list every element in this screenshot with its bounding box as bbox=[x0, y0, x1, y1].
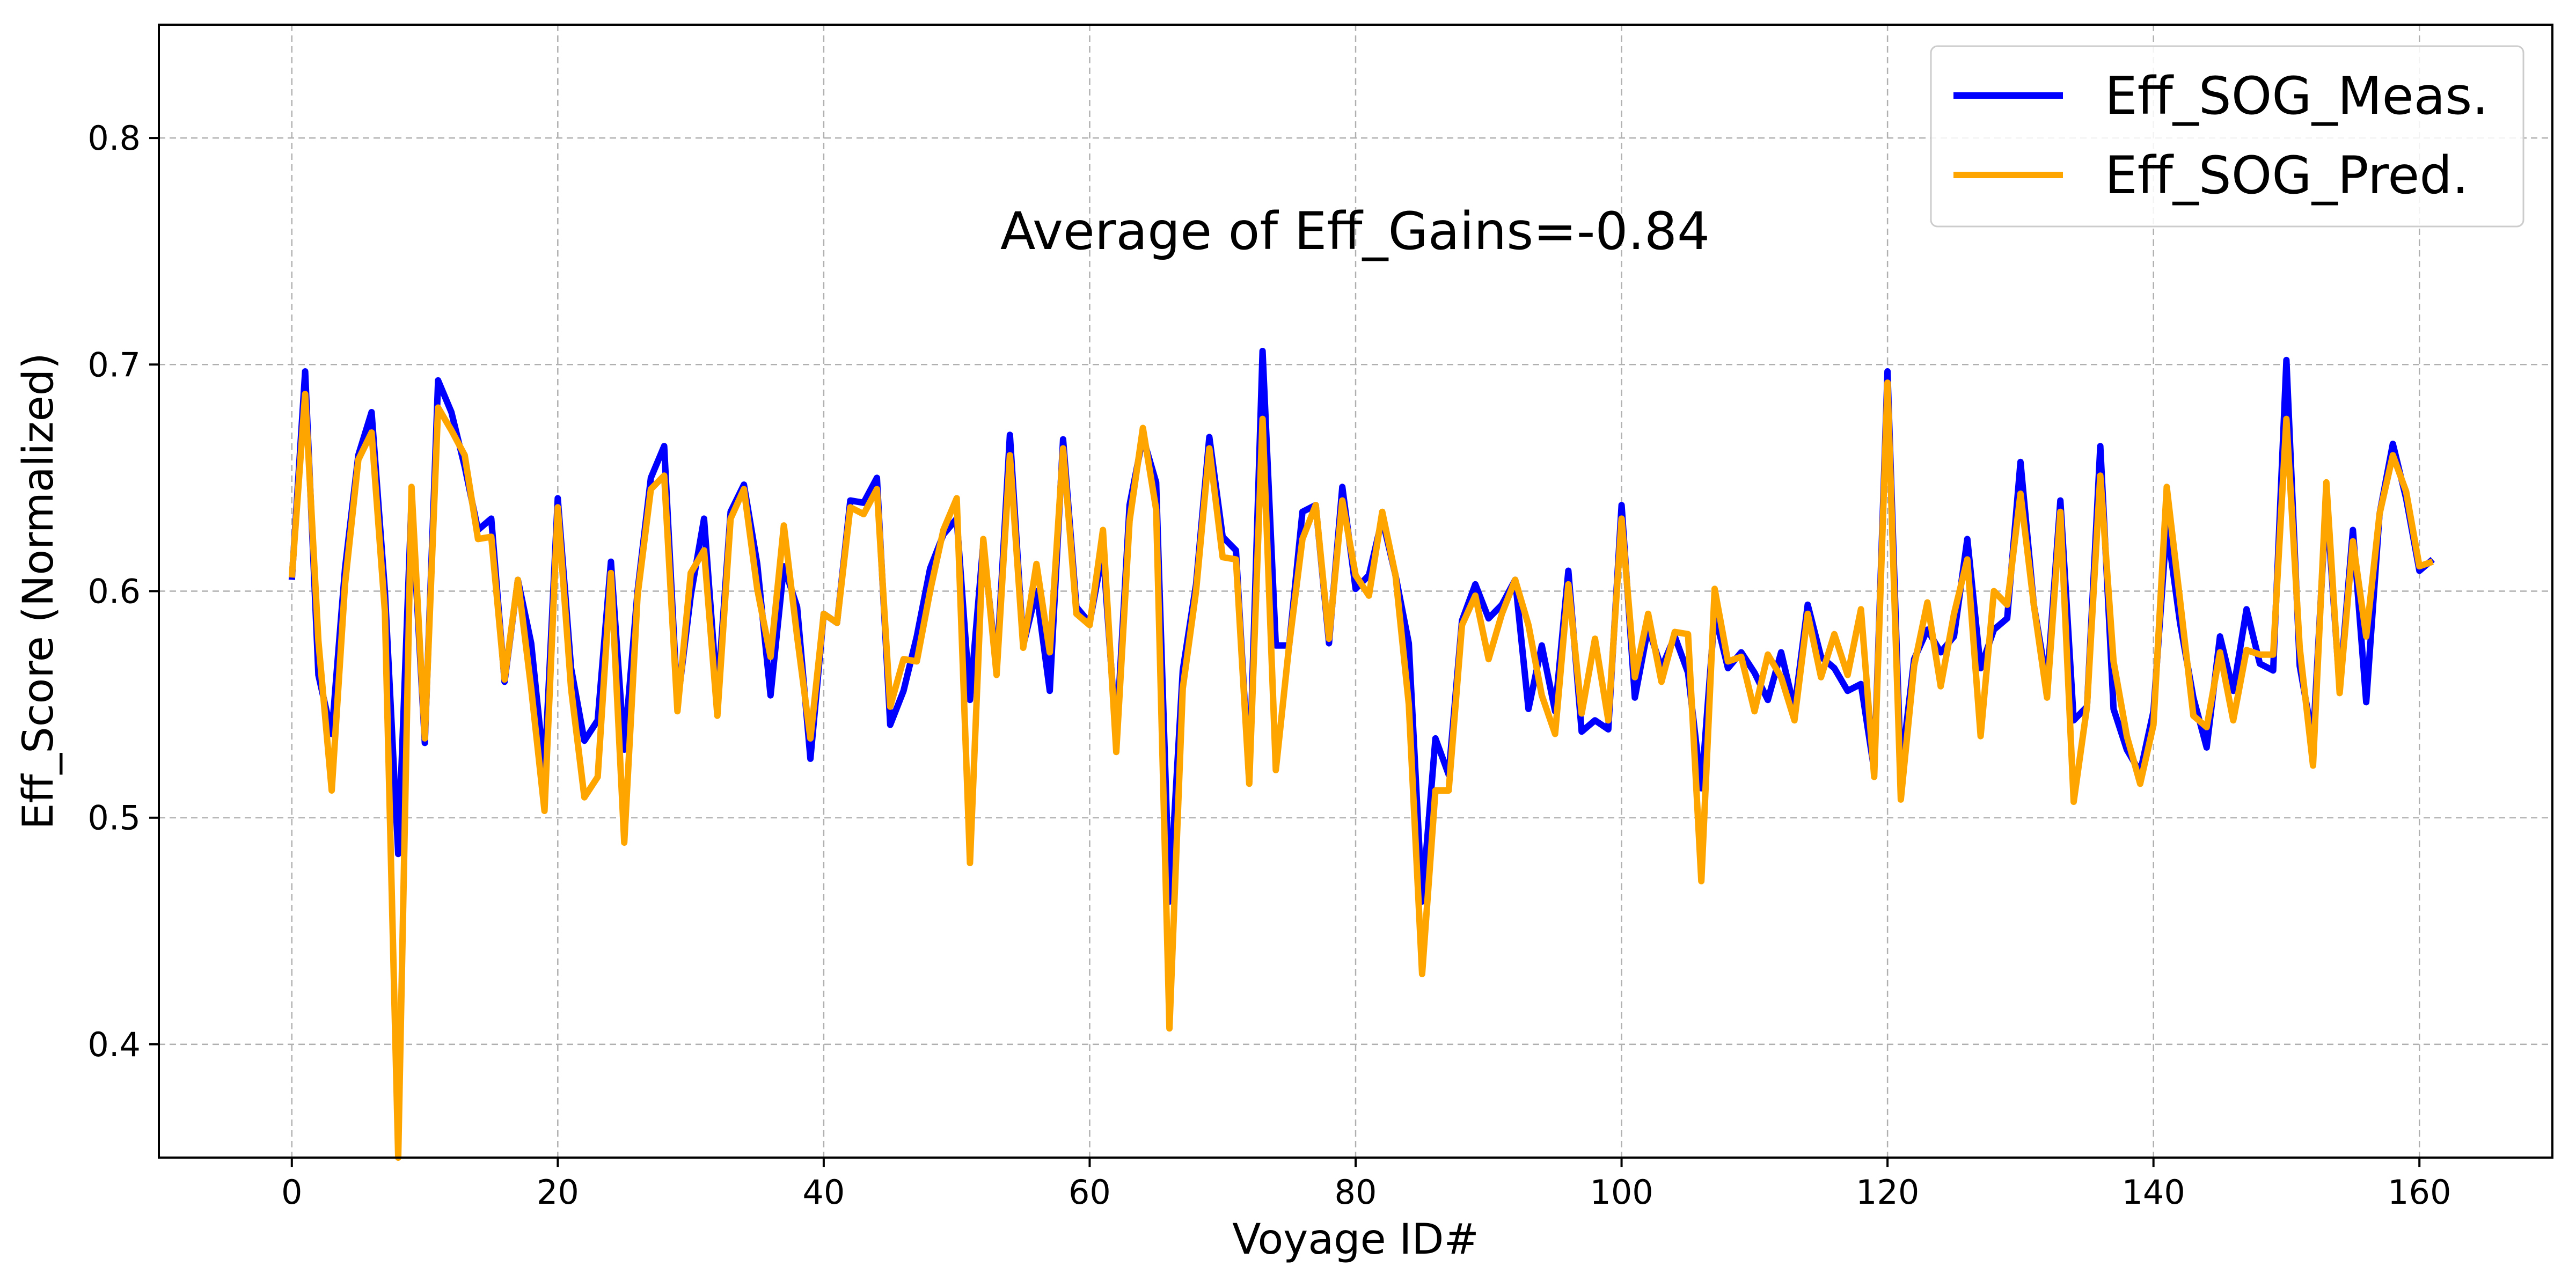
series-line-pred bbox=[288, 379, 2434, 1161]
y-axis-label: Eff_Score (Normalized) bbox=[14, 353, 63, 829]
x-tick-label: 80 bbox=[1335, 1173, 1377, 1212]
x-tick-label: 160 bbox=[2388, 1173, 2451, 1212]
x-tick-label: 40 bbox=[802, 1173, 845, 1212]
y-tick-label: 0.5 bbox=[87, 799, 141, 838]
y-tick-label: 0.4 bbox=[87, 1025, 141, 1064]
legend-label-pred: Eff_SOG_Pred. bbox=[2105, 145, 2469, 206]
legend-label-meas: Eff_SOG_Meas. bbox=[2105, 66, 2489, 126]
y-tick-label: 0.7 bbox=[87, 345, 141, 384]
x-tick-label: 140 bbox=[2121, 1173, 2185, 1212]
legend-box bbox=[1930, 45, 2524, 228]
x-tick-label: 0 bbox=[281, 1173, 302, 1212]
series-lines bbox=[288, 348, 2435, 1161]
y-tick-label: 0.8 bbox=[87, 119, 141, 158]
chart-annotation: Average of Eff_Gains=-0.84 bbox=[1000, 201, 1710, 261]
legend: Eff_SOG_Meas. Eff_SOG_Pred. bbox=[1930, 45, 2524, 228]
x-tick-label: 20 bbox=[537, 1173, 579, 1212]
x-tick-label: 120 bbox=[1856, 1173, 1919, 1212]
y-tick-label: 0.6 bbox=[87, 572, 141, 611]
x-axis-label: Voyage ID# bbox=[1232, 1216, 1479, 1264]
axis-ticks: 0 20 40 60 80 100 120 140 160 0.4 0.5 0.6 0.7 0.8 bbox=[87, 119, 2451, 1212]
x-tick-label: 100 bbox=[1590, 1173, 1653, 1212]
x-tick-label: 60 bbox=[1069, 1173, 1111, 1212]
